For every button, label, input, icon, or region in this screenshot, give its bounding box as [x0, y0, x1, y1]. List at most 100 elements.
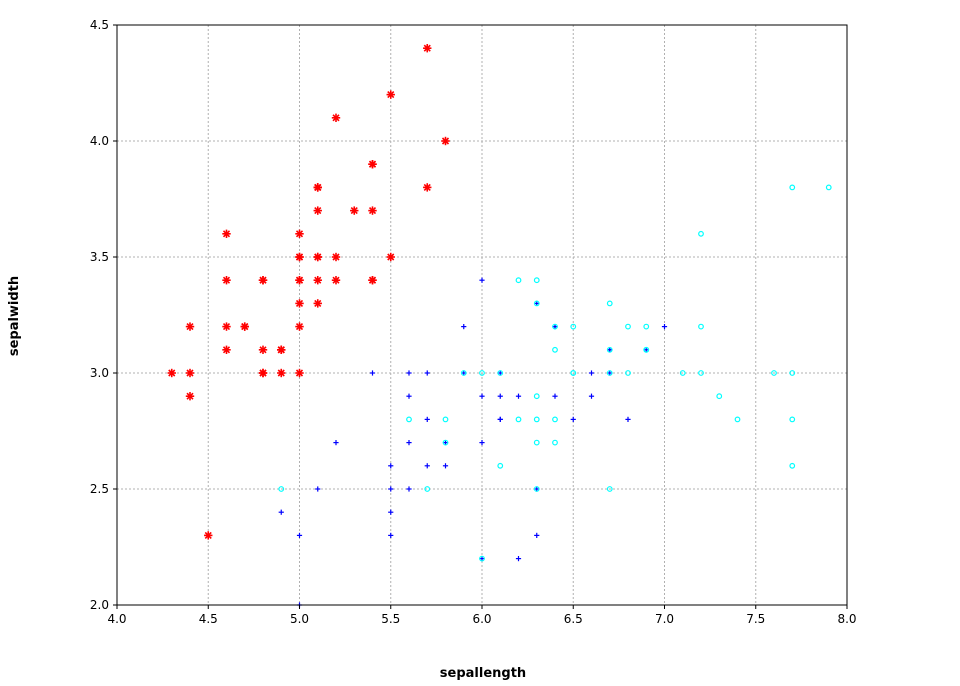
data-point-asterisk [295, 299, 304, 308]
data-point-circle [606, 346, 613, 353]
data-point-asterisk [368, 206, 377, 215]
data-point-plus [515, 393, 522, 399]
data-point-plus [515, 556, 522, 562]
data-point-circle [442, 439, 449, 446]
data-point-circle [552, 346, 558, 353]
data-point-plus [315, 486, 321, 492]
data-point-asterisk [313, 299, 322, 308]
x-tick-label: 7.0 [655, 612, 674, 626]
data-point-asterisk [386, 252, 395, 262]
data-point-asterisk [222, 229, 231, 238]
data-point-plus [479, 393, 485, 399]
x-tick-label: 4.5 [199, 612, 218, 626]
data-point-circle [533, 486, 540, 492]
data-point-plus [278, 509, 284, 515]
data-point-asterisk [295, 252, 304, 262]
data-point-asterisk [258, 276, 268, 285]
data-point-plus [369, 370, 376, 376]
data-point-plus [588, 370, 595, 376]
data-points [167, 44, 832, 608]
data-point-circle [497, 462, 504, 469]
data-point-plus [424, 416, 430, 422]
data-point-circle [789, 416, 796, 423]
data-point-circle [606, 370, 613, 376]
data-point-asterisk [331, 276, 341, 285]
data-point-asterisk [368, 276, 377, 285]
data-point-asterisk [240, 322, 249, 331]
data-point-plus [461, 324, 467, 330]
data-point-plus [497, 416, 503, 422]
data-point-asterisk [423, 183, 432, 192]
data-point-asterisk [277, 345, 286, 354]
data-point-circle [825, 184, 832, 191]
data-point-asterisk [222, 345, 231, 354]
data-point-plus [497, 393, 503, 399]
data-point-asterisk [167, 368, 176, 378]
data-point-circle [625, 370, 631, 376]
data-point-circle [406, 416, 412, 423]
data-point-circle [570, 370, 577, 376]
data-point-plus [388, 509, 394, 515]
data-point-asterisk [441, 136, 450, 146]
data-point-plus [661, 324, 668, 330]
x-tick-label: 6.0 [472, 612, 491, 626]
data-point-circle [771, 370, 777, 376]
data-point-plus [406, 393, 412, 399]
data-point-asterisk [313, 206, 322, 215]
data-point-asterisk [185, 322, 195, 331]
x-tick-label: 8.0 [837, 612, 856, 626]
x-tick-label: 5.0 [290, 612, 309, 626]
data-point-circle [643, 323, 650, 330]
data-point-plus [479, 440, 485, 446]
data-point-asterisk [386, 90, 395, 99]
data-point-circle [789, 184, 796, 191]
data-point-circle [789, 370, 796, 376]
data-point-plus [388, 486, 394, 492]
data-point-circle [479, 370, 485, 376]
data-point-circle [679, 370, 686, 376]
x-tick-label: 5.5 [381, 612, 400, 626]
data-point-plus [534, 532, 540, 538]
data-point-asterisk [295, 368, 304, 378]
data-point-asterisk [313, 276, 322, 285]
data-point-plus [442, 463, 449, 469]
data-point-asterisk [331, 252, 341, 262]
data-point-asterisk [313, 252, 322, 262]
x-tick-label: 6.5 [564, 612, 583, 626]
y-axis-title: sepalwidth [7, 276, 22, 356]
data-point-plus [570, 416, 576, 422]
data-point-circle [698, 323, 704, 330]
data-point-plus [552, 393, 558, 399]
data-point-circle [479, 555, 485, 562]
data-point-circle [533, 277, 540, 284]
x-axis-ticks: 4.0 4.5 5.0 5.5 6.0 6.5 7.0 7.5 8.0 [107, 605, 857, 626]
data-point-circle [698, 370, 704, 376]
data-point-plus [388, 532, 394, 538]
data-point-circle [789, 462, 796, 469]
data-point-circle [442, 416, 449, 423]
data-point-plus [296, 532, 303, 538]
data-point-circle [424, 486, 431, 492]
data-point-asterisk [295, 229, 304, 238]
y-axis-ticks: 2.0 2.5 3.0 3.5 4.0 4.5 [90, 18, 117, 612]
y-tick-label: 4.5 [90, 18, 109, 32]
data-point-plus [406, 370, 412, 376]
data-point-asterisk [295, 276, 304, 285]
data-point-circle [552, 416, 558, 423]
y-tick-label: 3.5 [90, 250, 109, 264]
data-point-plus [388, 463, 394, 469]
data-point-circle [570, 323, 577, 330]
data-point-asterisk [185, 368, 195, 378]
data-point-circle [552, 323, 558, 330]
data-point-circle [552, 439, 558, 446]
data-point-circle [533, 439, 540, 446]
data-point-asterisk [185, 392, 195, 401]
data-point-circle [606, 300, 613, 307]
data-point-circle [533, 393, 540, 400]
data-point-plus [479, 277, 485, 283]
data-point-circle [533, 416, 540, 423]
data-point-asterisk [295, 322, 304, 331]
data-point-asterisk [204, 531, 213, 540]
data-point-circle [497, 370, 504, 376]
